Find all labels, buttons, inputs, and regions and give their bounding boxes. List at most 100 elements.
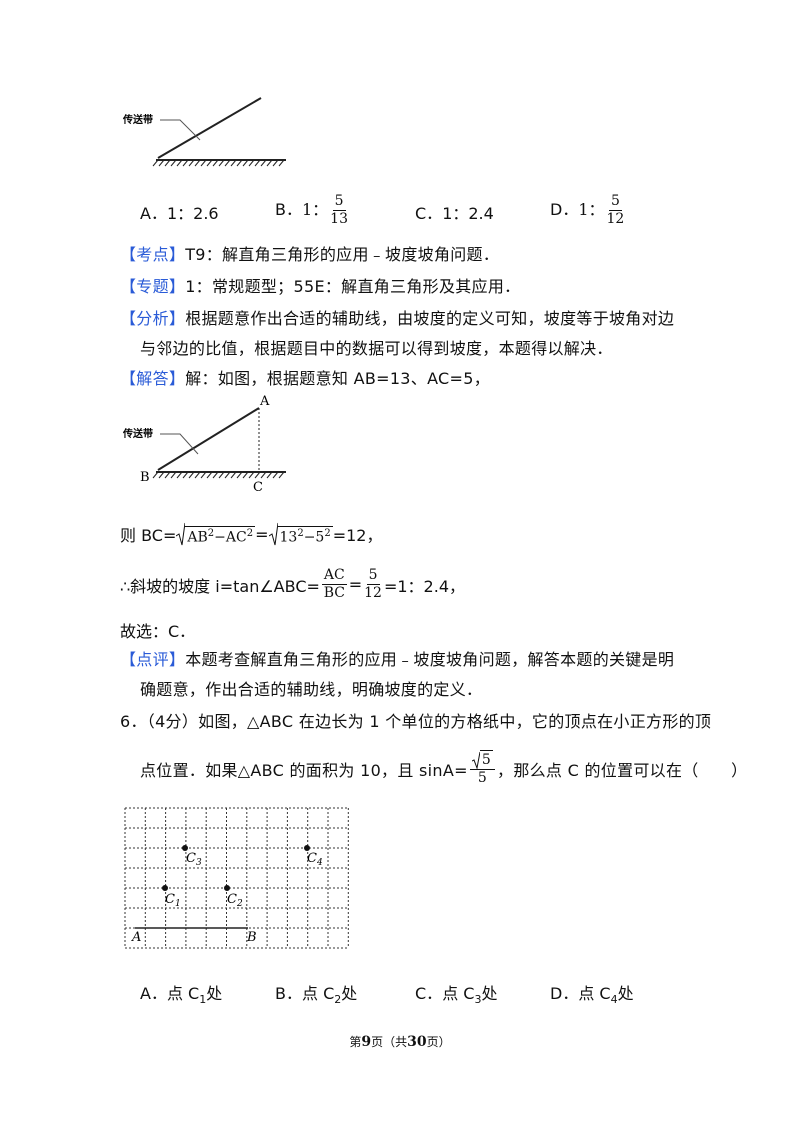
hatch bbox=[272, 471, 279, 479]
radical: 132−52 bbox=[268, 522, 333, 546]
hatch bbox=[242, 471, 249, 479]
exp: 2 bbox=[324, 528, 331, 540]
denominator: 5 bbox=[477, 770, 488, 786]
hatch bbox=[206, 159, 213, 167]
option-text: 1： bbox=[578, 200, 605, 219]
option-letter: C． bbox=[415, 984, 443, 1003]
option-letter: D． bbox=[550, 200, 579, 219]
q6-line: 6．（4分）如图，△ABC 在边长为 1 个单位的方格纸中，它的顶点在小正方形的… bbox=[120, 712, 712, 731]
jieda: 【解答】解：如图，根据题意知 AB=13、AC=5， bbox=[120, 364, 685, 394]
fraction: AC BC bbox=[321, 567, 347, 602]
exp: 2 bbox=[246, 528, 254, 540]
hatch bbox=[170, 159, 177, 167]
hatch bbox=[200, 159, 207, 167]
fraction: 5 12 bbox=[607, 193, 625, 228]
hatch bbox=[164, 471, 171, 479]
radicand: 5 bbox=[479, 750, 494, 768]
zhuanti: 【专题】1：常规题型；55E：解直角三角形及其应用． bbox=[120, 272, 685, 302]
exp: 2 bbox=[297, 528, 304, 540]
hatch bbox=[188, 471, 195, 479]
option-text: 点 C bbox=[166, 984, 200, 1003]
text: ，那么点 C 的位置可以在（ ） bbox=[497, 760, 748, 780]
option-text: 点 C bbox=[301, 984, 335, 1003]
fenxi: 【分析】根据题意作出合适的辅助线，由坡度的定义可知，坡度等于坡角对边与邻边的比值… bbox=[120, 304, 685, 364]
hatch bbox=[170, 471, 177, 479]
subscript: 3 bbox=[474, 993, 482, 1007]
figure-belt: 传送带 bbox=[122, 97, 286, 167]
hatch bbox=[218, 471, 225, 479]
option: A．点 C1处 bbox=[140, 980, 222, 1006]
point-label: C4 bbox=[307, 851, 323, 868]
belt-label: 传送带 bbox=[122, 113, 153, 126]
text: =12， bbox=[332, 526, 383, 545]
grid-figure: C3 C4 C1 C2 A B bbox=[124, 807, 349, 949]
option-text: 处 bbox=[341, 984, 358, 1003]
tag: 【专题】 bbox=[120, 277, 186, 296]
dianping: 【点评】本题考查解直角三角形的应用﹣坡度坡角问题，解答本题的关键是明确题意，作出… bbox=[120, 645, 685, 705]
hatch bbox=[194, 471, 201, 479]
denominator: BC bbox=[323, 585, 345, 601]
point-label: C1 bbox=[165, 892, 181, 909]
figure-solution: 传送带 A B C bbox=[122, 394, 286, 495]
belt-label: 传送带 bbox=[122, 427, 153, 440]
hatch bbox=[278, 159, 285, 167]
hatch bbox=[260, 471, 267, 479]
text: = bbox=[255, 524, 269, 544]
hatch bbox=[236, 471, 243, 479]
hatch bbox=[200, 471, 207, 479]
hatch bbox=[218, 159, 225, 167]
numerator: AC bbox=[321, 567, 347, 585]
option-text: 处 bbox=[617, 984, 634, 1003]
option-letter: D． bbox=[550, 984, 579, 1003]
numerator: 5 bbox=[366, 567, 380, 585]
page-number: 9 bbox=[361, 1034, 372, 1050]
hatch bbox=[254, 471, 261, 479]
hatch bbox=[266, 471, 273, 479]
hatch bbox=[224, 471, 231, 479]
kaodian: 【考点】T9：解直角三角形的应用﹣坡度坡角问题． bbox=[120, 240, 685, 270]
term: AB bbox=[187, 530, 208, 546]
hatch bbox=[272, 159, 279, 167]
hatch bbox=[206, 471, 213, 479]
hatch bbox=[248, 471, 255, 479]
numerator: 5 bbox=[469, 750, 496, 770]
term: −5 bbox=[303, 530, 325, 546]
hatch bbox=[182, 471, 189, 479]
point-label: C3 bbox=[186, 851, 202, 868]
term: −AC bbox=[214, 530, 247, 546]
tag: 【点评】 bbox=[120, 650, 186, 669]
option: D．点 C4处 bbox=[550, 980, 634, 1006]
option-letter: B． bbox=[275, 984, 302, 1003]
page-total: 30 bbox=[407, 1034, 427, 1050]
text: 本题考查解直角三角形的应用﹣坡度坡角问题，解答本题的关键是明确题意，作出合适的辅… bbox=[140, 650, 675, 699]
tag: 【考点】 bbox=[120, 245, 186, 264]
option-text: 1： bbox=[301, 200, 329, 219]
tag: 【解答】 bbox=[120, 369, 186, 388]
option: B．点 C2处 bbox=[275, 980, 357, 1006]
option-text: 处 bbox=[206, 984, 223, 1003]
subscript: 2 bbox=[334, 993, 342, 1007]
hatch bbox=[230, 159, 237, 167]
term: 13 bbox=[279, 530, 298, 546]
option-text: 1：2.6 bbox=[166, 204, 219, 223]
point-label: B bbox=[246, 930, 257, 945]
option-letter: A． bbox=[140, 984, 167, 1003]
option: C．1：2.4 bbox=[415, 200, 494, 224]
numerator: 5 bbox=[608, 193, 622, 211]
text: ∴斜坡的坡度 i=tan∠ABC= bbox=[120, 576, 320, 596]
hatch bbox=[248, 159, 255, 167]
hatch bbox=[152, 471, 159, 479]
subscript: 1 bbox=[199, 993, 207, 1007]
option: C．点 C3处 bbox=[415, 980, 497, 1006]
hatch bbox=[176, 159, 183, 167]
text: 解：如图，根据题意知 AB=13、AC=5， bbox=[185, 369, 490, 388]
option: A．1：2.6 bbox=[140, 200, 219, 224]
text: 则 BC= bbox=[120, 526, 177, 545]
hatch bbox=[278, 471, 285, 479]
choice: 故选：C． bbox=[120, 622, 196, 641]
hatch bbox=[158, 471, 165, 479]
tag: 【分析】 bbox=[120, 309, 186, 328]
text: = bbox=[348, 575, 363, 594]
